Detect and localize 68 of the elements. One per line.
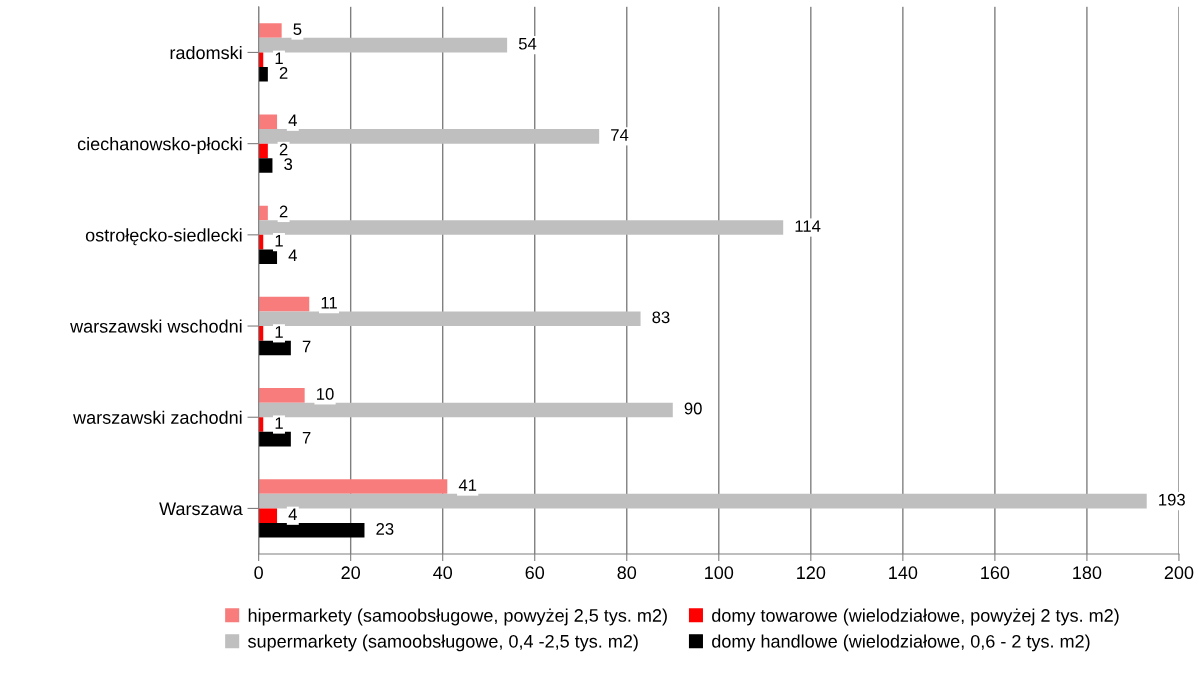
data-label: 2 [279, 205, 288, 218]
bar [258, 249, 278, 265]
data-label: 90 [684, 402, 702, 415]
bar [258, 37, 508, 53]
legend-label: hipermarkety (samoobsługowe, powyżej 2,5 tys. m2) [248, 608, 667, 626]
bar [258, 402, 673, 418]
legend-label: supermarkety (samoobsługowe, 0,4 -2,5 tys. m2) [248, 634, 638, 652]
x-tick-label: 100 [705, 566, 734, 580]
data-label: 7 [302, 431, 311, 444]
data-label: 5 [293, 23, 302, 36]
data-label: 54 [518, 37, 537, 50]
data-label: 1 [275, 52, 283, 65]
data-label: 10 [317, 388, 334, 400]
bar [258, 220, 784, 235]
y-tick-label: warszawski wschodni [70, 319, 242, 333]
bar [258, 493, 1147, 509]
x-tick-label: 80 [617, 566, 637, 580]
x-tick-label: 0 [254, 566, 263, 580]
data-label: 74 [611, 129, 629, 141]
y-tick-label: ciechanowsko-płocki [77, 137, 242, 154]
data-label: 1 [275, 326, 283, 338]
bar [258, 296, 310, 312]
bar [258, 388, 305, 403]
x-tick-label: 120 [797, 566, 826, 580]
data-label: 2 [279, 143, 288, 156]
bar [258, 508, 278, 524]
legend-label: domy towarowe (wielodziałowe, powyżej 2 tys. m2) [712, 608, 1119, 626]
y-tick-label: Warszawa [159, 502, 243, 516]
y-tick-label: ostrołęcko-siedlecki [85, 228, 242, 246]
bar [258, 52, 264, 68]
bar [258, 143, 268, 159]
bar [258, 158, 273, 173]
bar [258, 311, 641, 327]
x-tick-label: 20 [341, 566, 361, 580]
data-label: 114 [795, 220, 821, 232]
bar [258, 67, 268, 82]
bar [258, 340, 291, 356]
x-tick-label: 140 [889, 566, 918, 580]
bar [258, 431, 291, 447]
data-label: 4 [288, 114, 297, 127]
data-label: 83 [652, 311, 670, 324]
y-tick-label: warszawski zachodni [73, 410, 242, 424]
data-label: 193 [1159, 493, 1185, 506]
x-tick-label: 160 [981, 566, 1010, 580]
bar [258, 523, 365, 538]
data-label: 41 [458, 479, 477, 491]
y-tick-label: radomski [170, 45, 242, 60]
bar [258, 205, 268, 221]
x-tick-label: 40 [433, 566, 453, 580]
data-label: 4 [288, 249, 297, 262]
data-label: 1 [275, 417, 283, 429]
data-label: 3 [284, 158, 293, 170]
data-label: 7 [302, 340, 311, 353]
data-label: 1 [275, 234, 283, 247]
legend-label: domy handlowe (wielodziałowe, 0,6 - 2 tys. m2) [712, 634, 1090, 652]
bar [258, 326, 264, 341]
bar [258, 417, 264, 432]
x-tick-label: 180 [1073, 566, 1102, 580]
bar [258, 129, 600, 144]
bar [258, 114, 278, 130]
data-label: 2 [279, 67, 288, 79]
data-label: 23 [376, 523, 394, 535]
bar [258, 23, 282, 38]
data-label: 4 [288, 508, 297, 521]
bar [258, 479, 448, 494]
x-tick-label: 200 [1164, 566, 1194, 580]
data-label: 11 [321, 297, 337, 309]
x-tick-label: 60 [525, 566, 545, 580]
